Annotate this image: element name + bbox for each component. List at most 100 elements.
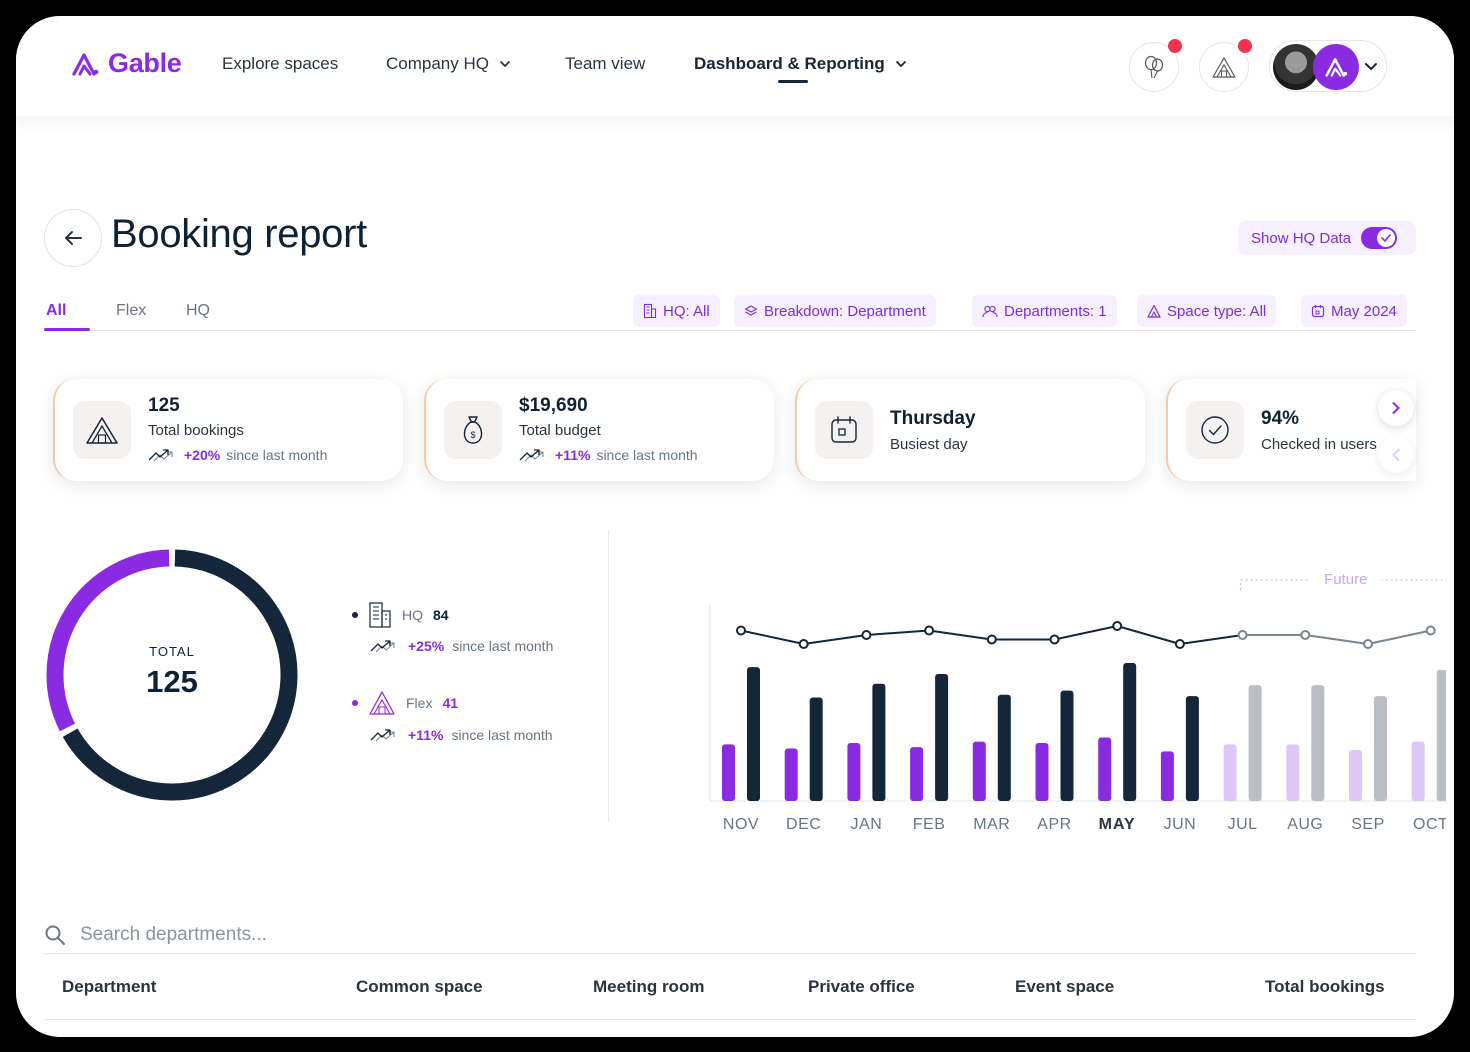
- column-header-event-space[interactable]: Event space: [1015, 977, 1115, 996]
- celebrations-button[interactable]: [1129, 39, 1182, 92]
- total-line-segment: [1367, 629, 1431, 645]
- check-circle-icon: [1201, 416, 1229, 444]
- bar-flex-dec: [784, 748, 798, 801]
- table-header-divider: [44, 1019, 1416, 1020]
- kpi-label: Busiest day: [890, 436, 968, 453]
- donut-total-value: 125: [146, 664, 198, 699]
- notification-dot: [1238, 39, 1252, 53]
- kpi-value: Thursday: [890, 408, 976, 429]
- bar-hq-dec: [809, 697, 823, 801]
- column-header-department[interactable]: Department: [62, 977, 157, 996]
- nav-label: Team view: [565, 54, 646, 73]
- account-menu[interactable]: [1269, 40, 1387, 92]
- total-line-segment: [866, 629, 930, 636]
- tent-icon: [86, 417, 118, 444]
- future-label-bg: [1309, 570, 1382, 590]
- tab-all[interactable]: All: [46, 302, 67, 319]
- chevron-down-icon: [1365, 63, 1377, 71]
- column-header-total-bookings[interactable]: Total bookings: [1265, 977, 1385, 996]
- legend-dot: [352, 700, 358, 706]
- carousel-next-button[interactable]: [1378, 390, 1414, 426]
- x-tick-label: SEP: [1351, 816, 1385, 833]
- total-point-jan: [861, 630, 872, 640]
- bar-flex-may: [1098, 737, 1112, 801]
- show-hq-data-toggle[interactable]: Show HQ Data: [1238, 221, 1416, 255]
- back-button[interactable]: [44, 209, 102, 267]
- search-icon: [45, 925, 65, 945]
- filter-departments[interactable]: Departments: 1: [972, 295, 1117, 327]
- kpi-label: Total bookings: [148, 422, 244, 439]
- column-header-private-office[interactable]: Private office: [808, 977, 915, 996]
- kpi-label: Total budget: [519, 422, 601, 439]
- brand-logo[interactable]: Gable: [70, 48, 182, 79]
- chevron-right-icon: [1392, 402, 1400, 414]
- kpi-icon-box: $: [444, 401, 502, 459]
- nav-explore-spaces[interactable]: Explore spaces: [222, 54, 338, 74]
- kpi-card-busiest-day[interactable]: Thursday Busiest day: [795, 379, 1145, 481]
- total-line-segment: [1179, 634, 1243, 645]
- chevron-down-icon: [895, 61, 906, 68]
- kpi-trend-pct: +20%: [184, 447, 221, 463]
- filter-hq[interactable]: HQ: All: [633, 295, 720, 327]
- x-tick-label: NOV: [723, 816, 759, 833]
- legend-name: Flex: [406, 695, 433, 711]
- toggle-switch[interactable]: [1361, 227, 1398, 249]
- tab-flex[interactable]: Flex: [116, 302, 147, 319]
- filter-date[interactable]: May 2024: [1301, 295, 1407, 327]
- column-header-common-space[interactable]: Common space: [356, 977, 483, 996]
- svg-text:$: $: [470, 430, 475, 440]
- filter-label: Breakdown: Department: [764, 302, 926, 320]
- kpi-card-total-budget[interactable]: $ $19,690 Total budget +11% since last m…: [424, 379, 774, 481]
- filter-label: HQ: All: [663, 302, 710, 320]
- bookings-donut-chart: [46, 549, 298, 801]
- kpi-card-checked-in[interactable]: 94% Checked in users: [1166, 379, 1416, 481]
- nav-label: Dashboard & Reporting: [694, 54, 885, 73]
- toggle-label: Show HQ Data: [1251, 229, 1352, 247]
- total-point-feb: [924, 625, 935, 636]
- filter-space-type[interactable]: Space type: All: [1137, 295, 1277, 327]
- top-nav: Gable Explore spaces Company HQ Team vie…: [16, 16, 1454, 116]
- chevron-down-icon: [500, 61, 510, 68]
- tent-icon: [1147, 304, 1161, 318]
- column-header-meeting-room[interactable]: Meeting room: [593, 977, 705, 996]
- spaces-button[interactable]: [1199, 39, 1252, 92]
- department-search: [44, 916, 1416, 954]
- kpi-icon-box: [1186, 401, 1244, 459]
- nav-label: Explore spaces: [222, 54, 339, 73]
- bar-flex-oct: [1411, 741, 1425, 801]
- kpi-value: $19,690: [519, 395, 588, 416]
- legend-value: 41: [442, 695, 459, 711]
- tabs-divider: [44, 330, 1416, 331]
- legend-hq: HQ 84: [352, 601, 449, 629]
- nav-team-view[interactable]: Team view: [565, 54, 645, 74]
- kpi-card-total-bookings[interactable]: 125 Total bookings +20% since last month: [53, 379, 403, 481]
- kpi-value: 125: [148, 395, 180, 416]
- bar-flex-aug: [1286, 744, 1300, 801]
- filter-breakdown[interactable]: Breakdown: Department: [734, 295, 936, 327]
- donut-segment-hq: [62, 549, 298, 801]
- carousel-prev-button[interactable]: [1378, 437, 1414, 473]
- donut-segment-flex: [46, 549, 170, 732]
- bar-hq-sep: [1374, 696, 1387, 801]
- kpi-icon-box: [815, 401, 873, 459]
- people-icon: [982, 305, 998, 318]
- trend-up-icon: [148, 449, 173, 462]
- gable-logo-icon: [1325, 58, 1348, 77]
- search-input[interactable]: [80, 923, 480, 946]
- gable-logo-icon: [72, 52, 99, 76]
- check-icon: [1381, 234, 1391, 242]
- bar-hq-mar: [997, 694, 1011, 801]
- kpi-value: 94%: [1261, 408, 1300, 429]
- nav-company-hq[interactable]: Company HQ: [386, 54, 511, 74]
- tab-hq[interactable]: HQ: [186, 302, 210, 319]
- kpi-trend: +11% since last month: [519, 447, 698, 463]
- page-title: Booking report: [111, 212, 367, 256]
- chevron-left-icon: [1392, 449, 1400, 461]
- kpi-trend-text: since last month: [596, 447, 698, 463]
- total-line-segment: [1116, 625, 1181, 645]
- nav-dashboard-reporting[interactable]: Dashboard & Reporting: [694, 54, 907, 74]
- money-bag-icon: $: [463, 416, 483, 444]
- total-line-segment: [1305, 634, 1369, 645]
- donut-total-label: TOTAL: [149, 644, 195, 659]
